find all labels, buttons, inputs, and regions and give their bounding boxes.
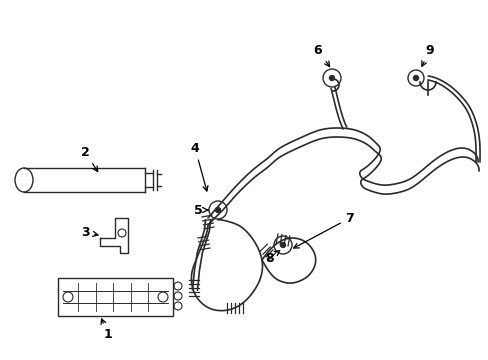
Circle shape [215, 207, 220, 212]
Text: 2: 2 [81, 145, 98, 171]
Text: 5: 5 [193, 203, 208, 216]
Text: 9: 9 [421, 44, 433, 66]
Circle shape [413, 76, 418, 81]
Bar [58, 278, 173, 316]
Circle shape [280, 243, 285, 248]
Text: 7: 7 [293, 212, 354, 248]
Text: 3: 3 [81, 225, 98, 239]
Text: 4: 4 [190, 141, 207, 191]
Text: 1: 1 [101, 319, 112, 342]
Text: 8: 8 [265, 251, 279, 265]
Text: 6: 6 [313, 44, 329, 67]
Circle shape [329, 76, 334, 81]
